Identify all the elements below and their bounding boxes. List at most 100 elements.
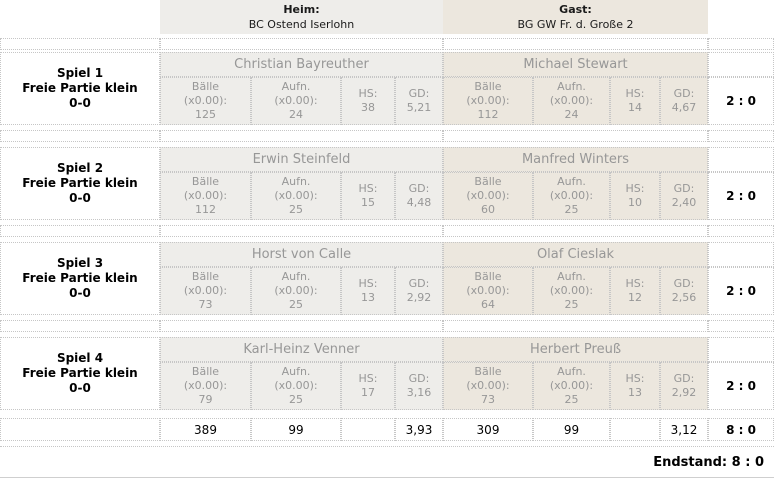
game-1-score: 2 : 0 — [708, 77, 774, 125]
home-balls-value: 125 — [195, 108, 216, 121]
home-balls-value: 79 — [198, 393, 213, 406]
guest-gd-value: 4,67 — [671, 101, 697, 114]
game-row-1: Spiel 1 Freie Partie klein 0-0 Christian… — [0, 52, 774, 125]
guest-team-header: Gast: BG GW Fr. d. Große 2 — [443, 0, 708, 34]
header-spacer-left — [0, 0, 160, 34]
game-row-4: Spiel 4 Freie Partie klein 0-0 Karl-Hein… — [0, 337, 774, 410]
game-discipline: Freie Partie klein — [22, 366, 138, 380]
home-balls-value: 112 — [195, 203, 216, 216]
score-spacer — [708, 242, 774, 267]
guest-hs-value: 10 — [628, 196, 642, 209]
home-hs-cell: HS: 17 — [341, 362, 395, 410]
spacer-row — [0, 130, 774, 142]
totals-home-gd: 3,93 — [395, 418, 443, 441]
home-innings-value: 25 — [289, 203, 303, 216]
home-label: Heim: — [283, 3, 320, 16]
game-4-label: Spiel 4 Freie Partie klein 0-0 — [0, 337, 160, 410]
home-gd-value: 3,16 — [406, 386, 432, 399]
home-balls-cell: Bälle (x0.00): 79 — [160, 362, 251, 410]
final-result-bar: Endstand: 8 : 0 — [0, 446, 774, 478]
guest-team-name: BG GW Fr. d. Große 2 — [517, 18, 634, 31]
game-discipline: Freie Partie klein — [22, 81, 138, 95]
score-spacer — [708, 52, 774, 77]
guest-gd-cell: GD: 4,67 — [660, 77, 708, 125]
home-innings-value: 25 — [289, 298, 303, 311]
guest-innings-value: 25 — [564, 203, 579, 216]
game-discipline: Freie Partie klein — [22, 176, 138, 190]
guest-balls-cell: Bälle (x0.00): 73 — [443, 362, 533, 410]
final-result-text: Endstand: 8 : 0 — [653, 454, 764, 470]
home-gd-cell: GD: 5,21 — [395, 77, 443, 125]
totals-home-hs — [341, 418, 395, 441]
home-balls-cell: Bälle (x0.00): 73 — [160, 267, 251, 315]
spacer-row — [0, 320, 774, 332]
guest-balls-cell: Bälle (x0.00): 60 — [443, 172, 533, 220]
home-gd-value: 2,92 — [406, 291, 432, 304]
home-gd-cell: GD: 2,92 — [395, 267, 443, 315]
game-number: Spiel 4 — [56, 351, 104, 365]
guest-gd-value: 2,56 — [671, 291, 697, 304]
guest-innings-value: 25 — [564, 393, 579, 406]
home-team-name: BC Ostend Iserlohn — [248, 18, 355, 31]
guest-hs-cell: HS: 13 — [610, 362, 660, 410]
guest-hs-value: 14 — [628, 101, 642, 114]
guest-balls-cell: Bälle (x0.00): 64 — [443, 267, 533, 315]
home-gd-cell: GD: 4,48 — [395, 172, 443, 220]
home-hs-value: 38 — [361, 101, 375, 114]
guest-hs-value: 12 — [628, 291, 642, 304]
game-4-score: 2 : 0 — [708, 362, 774, 410]
guest-innings-cell: Aufn. (x0.00): 24 — [533, 77, 610, 125]
guest-balls-value: 64 — [481, 298, 495, 311]
totals-home-balls: 389 — [160, 418, 251, 441]
home-balls-cell: Bälle (x0.00): 112 — [160, 172, 251, 220]
game-2-score: 2 : 0 — [708, 172, 774, 220]
guest-balls-value: 112 — [477, 108, 499, 121]
totals-row: 389 99 3,93 309 99 3,12 8 : 0 — [0, 418, 774, 441]
home-team-header: Heim: BC Ostend Iserlohn — [160, 0, 443, 34]
home-hs-cell: HS: 38 — [341, 77, 395, 125]
guest-gd-cell: GD: 2,40 — [660, 172, 708, 220]
totals-label-spacer — [0, 418, 160, 441]
score-spacer — [708, 337, 774, 362]
guest-gd-value: 2,40 — [671, 196, 697, 209]
game-subscore: 0-0 — [69, 96, 91, 110]
home-balls-value: 73 — [198, 298, 213, 311]
guest-innings-cell: Aufn. (x0.00): 25 — [533, 172, 610, 220]
home-gd-value: 4,48 — [406, 196, 432, 209]
guest-player-name: Manfred Winters — [443, 147, 708, 172]
game-discipline: Freie Partie klein — [22, 271, 138, 285]
game-2-label: Spiel 2 Freie Partie klein 0-0 — [0, 147, 160, 220]
home-hs-cell: HS: 13 — [341, 267, 395, 315]
guest-player-name: Herbert Preuß — [443, 337, 708, 362]
home-player-name: Horst von Calle — [160, 242, 443, 267]
game-number: Spiel 3 — [56, 256, 104, 270]
home-balls-cell: Bälle (x0.00): 125 — [160, 77, 251, 125]
guest-gd-value: 2,92 — [671, 386, 697, 399]
home-player-name: Karl-Heinz Venner — [160, 337, 443, 362]
game-number: Spiel 1 — [56, 66, 104, 80]
home-hs-value: 15 — [361, 196, 375, 209]
home-player-name: Erwin Steinfeld — [160, 147, 443, 172]
guest-player-name: Olaf Cieslak — [443, 242, 708, 267]
guest-player-name: Michael Stewart — [443, 52, 708, 77]
home-gd-value: 5,21 — [406, 101, 432, 114]
game-number: Spiel 2 — [56, 161, 104, 175]
home-hs-cell: HS: 15 — [341, 172, 395, 220]
game-subscore: 0-0 — [69, 286, 91, 300]
spacer-row — [0, 225, 774, 237]
totals-home-innings: 99 — [251, 418, 341, 441]
home-hs-value: 17 — [361, 386, 375, 399]
guest-hs-value: 13 — [628, 386, 642, 399]
home-hs-value: 13 — [361, 291, 375, 304]
header-spacer-right — [708, 0, 774, 34]
guest-innings-value: 24 — [564, 108, 579, 121]
totals-guest-balls: 309 — [443, 418, 533, 441]
guest-innings-cell: Aufn. (x0.00): 25 — [533, 267, 610, 315]
guest-balls-value: 60 — [481, 203, 495, 216]
guest-innings-cell: Aufn. (x0.00): 25 — [533, 362, 610, 410]
guest-balls-value: 73 — [481, 393, 495, 406]
home-innings-cell: Aufn. (x0.00): 25 — [251, 267, 341, 315]
home-innings-value: 25 — [289, 393, 303, 406]
game-1-label: Spiel 1 Freie Partie klein 0-0 — [0, 52, 160, 125]
